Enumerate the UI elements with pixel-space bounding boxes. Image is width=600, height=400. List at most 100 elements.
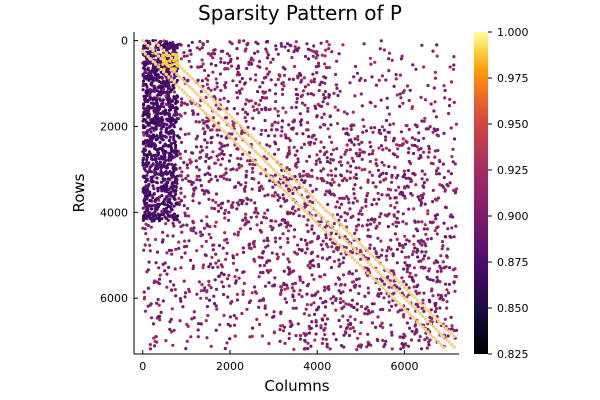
- diagonal-entry: [337, 221, 341, 225]
- nonzero-entry: [174, 167, 178, 171]
- nonzero-entry: [403, 255, 408, 259]
- nonzero-entry: [223, 83, 227, 87]
- nonzero-entry: [410, 275, 414, 279]
- diagonal-entry: [198, 84, 202, 89]
- nonzero-entry: [309, 303, 313, 307]
- diagonal-entry: [271, 157, 276, 161]
- nonzero-entry: [236, 181, 241, 185]
- nonzero-entry: [405, 270, 409, 274]
- nonzero-entry: [317, 305, 321, 309]
- nonzero-entry: [385, 96, 389, 100]
- nonzero-entry: [141, 161, 145, 165]
- nonzero-entry: [379, 212, 383, 216]
- nonzero-entry: [212, 243, 216, 247]
- diagonal-entry: [248, 133, 252, 138]
- nonzero-entry: [172, 125, 176, 129]
- nonzero-entry: [258, 264, 262, 268]
- nonzero-entry: [219, 206, 223, 210]
- nonzero-entry: [168, 279, 172, 283]
- nonzero-entry: [376, 315, 380, 319]
- nonzero-entry: [388, 123, 392, 127]
- nonzero-entry: [211, 248, 215, 252]
- nonzero-entry: [350, 304, 354, 308]
- nonzero-entry: [151, 105, 155, 109]
- nonzero-entry: [433, 76, 437, 80]
- nonzero-entry: [339, 297, 343, 301]
- nonzero-entry: [174, 294, 178, 298]
- nonzero-entry: [196, 134, 200, 138]
- diagonal-entry: [423, 317, 428, 321]
- nonzero-entry: [290, 55, 294, 60]
- nonzero-entry: [400, 54, 404, 58]
- nonzero-entry: [237, 73, 242, 77]
- nonzero-entry: [434, 217, 438, 221]
- diagonal-entry: [305, 190, 310, 194]
- nonzero-entry: [412, 234, 416, 238]
- nonzero-entry: [156, 136, 160, 141]
- nonzero-entry: [352, 329, 357, 333]
- nonzero-entry: [358, 284, 362, 288]
- nonzero-entry: [216, 203, 220, 207]
- nonzero-entry: [322, 96, 326, 100]
- diagonal-entry: [324, 219, 328, 223]
- nonzero-entry: [353, 317, 357, 322]
- nonzero-entry: [287, 267, 291, 271]
- nonzero-entry: [168, 129, 173, 133]
- nonzero-entry: [241, 199, 245, 203]
- nonzero-entry: [308, 174, 312, 178]
- y-tick-label: 2000: [100, 120, 128, 133]
- nonzero-entry: [205, 124, 209, 128]
- nonzero-entry: [414, 302, 418, 306]
- nonzero-entry: [180, 178, 185, 182]
- nonzero-entry: [407, 207, 411, 211]
- nonzero-entry: [330, 178, 334, 182]
- nonzero-entry: [423, 202, 427, 206]
- nonzero-entry: [278, 196, 282, 200]
- nonzero-entry: [330, 245, 334, 249]
- nonzero-entry: [339, 173, 343, 177]
- nonzero-entry: [368, 159, 372, 164]
- nonzero-entry: [315, 71, 319, 75]
- nonzero-entry: [212, 207, 217, 211]
- nonzero-entry: [434, 115, 438, 119]
- nonzero-entry: [204, 120, 208, 124]
- diagonal-entry: [245, 131, 250, 135]
- nonzero-entry: [356, 336, 360, 340]
- diagonal-entry: [434, 316, 438, 321]
- nonzero-entry: [177, 240, 181, 244]
- nonzero-entry: [385, 193, 389, 197]
- nonzero-entry: [314, 187, 318, 191]
- nonzero-entry: [227, 159, 231, 163]
- nonzero-entry: [161, 98, 165, 102]
- nonzero-entry: [160, 115, 164, 120]
- nonzero-entry: [377, 294, 381, 298]
- nonzero-entry: [449, 213, 453, 217]
- nonzero-entry: [337, 258, 341, 262]
- nonzero-entry: [209, 177, 213, 181]
- nonzero-entry: [252, 177, 256, 181]
- nonzero-entry: [287, 149, 291, 153]
- nonzero-entry: [227, 218, 231, 222]
- nonzero-entry: [152, 84, 156, 88]
- diagonal-entry: [243, 150, 247, 154]
- diagonal-entry: [319, 224, 323, 229]
- nonzero-entry: [149, 157, 153, 161]
- diagonal-entry: [300, 185, 305, 189]
- nonzero-entry: [183, 132, 187, 136]
- nonzero-entry: [327, 65, 332, 70]
- nonzero-entry: [199, 289, 203, 293]
- nonzero-entry: [234, 184, 238, 189]
- diagonal-entry: [182, 69, 187, 73]
- nonzero-entry: [237, 166, 241, 170]
- diagonal-entry: [177, 85, 182, 90]
- nonzero-entry: [383, 342, 387, 347]
- diagonal-entry: [269, 175, 273, 180]
- nonzero-entry: [305, 303, 309, 307]
- nonzero-entry: [160, 194, 164, 198]
- nonzero-entry: [314, 137, 318, 141]
- nonzero-entry: [205, 224, 210, 228]
- nonzero-entry: [327, 43, 331, 47]
- nonzero-entry: [347, 201, 351, 205]
- nonzero-entry: [434, 259, 438, 263]
- diagonal-entry: [235, 131, 239, 135]
